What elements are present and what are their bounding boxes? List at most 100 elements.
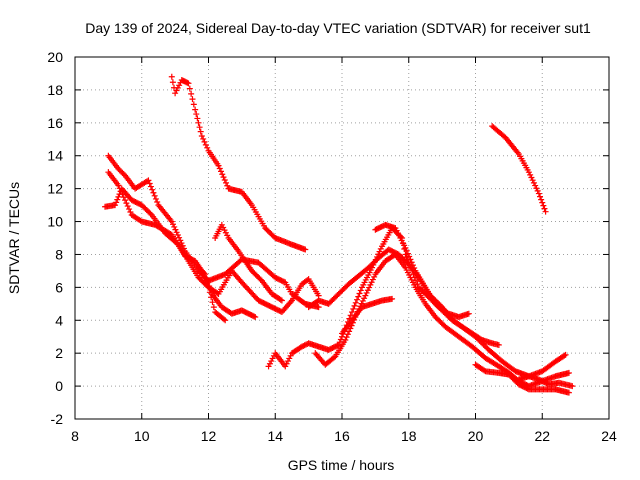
- data-point: [404, 250, 411, 257]
- data-point: [284, 358, 291, 365]
- data-point: [126, 206, 133, 213]
- data-point: [218, 168, 225, 175]
- data-point: [361, 295, 368, 302]
- data-point: [168, 73, 175, 80]
- data-point: [198, 132, 205, 139]
- data-point: [127, 209, 134, 216]
- data-point: [152, 195, 159, 202]
- data-point: [220, 174, 227, 181]
- data-point: [561, 352, 568, 359]
- x-tick-label: 18: [401, 428, 417, 444]
- data-point: [357, 287, 364, 294]
- data-point: [116, 185, 123, 192]
- data-point: [118, 188, 125, 195]
- x-tick-label: 10: [134, 428, 150, 444]
- data-point: [403, 247, 410, 254]
- data-point: [377, 245, 384, 252]
- data-point: [145, 177, 152, 184]
- data-point: [193, 111, 200, 118]
- data-point: [147, 210, 154, 217]
- data-point: [120, 194, 127, 201]
- data-point: [209, 299, 216, 306]
- data-point: [220, 316, 227, 323]
- data-point: [201, 270, 208, 277]
- data-point: [118, 168, 125, 175]
- data-point: [122, 197, 129, 204]
- data-point: [569, 383, 576, 390]
- data-point: [113, 199, 120, 206]
- data-point: [172, 90, 179, 97]
- data-point: [367, 281, 374, 288]
- data-point: [119, 169, 126, 176]
- data-point: [115, 193, 122, 200]
- data-point: [443, 311, 450, 318]
- data-point: [535, 190, 542, 197]
- data-point: [465, 310, 472, 317]
- data-point: [116, 167, 123, 174]
- series-track-n: [489, 123, 549, 215]
- data-point: [402, 244, 409, 251]
- data-point: [364, 287, 371, 294]
- data-point: [221, 227, 228, 234]
- data-point: [542, 208, 549, 215]
- data-point: [533, 185, 540, 192]
- data-point: [186, 85, 193, 92]
- data-series: [102, 73, 576, 396]
- data-point: [408, 259, 415, 266]
- y-axis-label: SDTVAR / TECUs: [6, 182, 22, 294]
- series-track-l: [472, 361, 572, 396]
- data-point: [436, 304, 443, 311]
- data-point: [532, 182, 539, 189]
- data-point: [301, 342, 308, 349]
- x-tick-label: 8: [71, 428, 79, 444]
- data-point: [534, 187, 541, 194]
- data-point: [439, 307, 446, 314]
- data-point: [539, 199, 546, 206]
- data-point: [406, 253, 413, 260]
- data-point: [173, 229, 180, 236]
- data-point: [192, 106, 199, 113]
- data-point: [355, 293, 362, 300]
- data-point: [283, 360, 290, 367]
- data-point: [147, 183, 154, 190]
- data-point: [562, 351, 569, 358]
- data-point: [252, 313, 259, 320]
- data-point: [210, 304, 217, 311]
- data-point: [115, 182, 122, 189]
- series-track-m: [515, 373, 576, 390]
- data-point: [202, 271, 209, 278]
- data-point: [265, 363, 272, 370]
- data-point: [302, 246, 309, 253]
- data-point: [528, 174, 535, 181]
- data-point: [174, 232, 181, 239]
- data-point: [483, 344, 490, 351]
- data-point: [115, 165, 122, 172]
- data-point: [537, 193, 544, 200]
- series-track-f: [195, 264, 259, 320]
- data-point: [538, 196, 545, 203]
- data-point: [150, 189, 157, 196]
- y-tick-label: 2: [55, 345, 63, 361]
- x-tick-label: 24: [601, 428, 617, 444]
- data-point: [168, 218, 175, 225]
- data-point: [189, 96, 196, 103]
- data-point: [359, 297, 366, 304]
- data-point: [223, 179, 230, 186]
- x-tick-label: 16: [334, 428, 350, 444]
- data-point: [298, 343, 305, 350]
- data-point: [278, 297, 285, 304]
- data-point: [565, 389, 572, 396]
- x-tick-label: 20: [468, 428, 484, 444]
- data-point: [204, 144, 211, 151]
- data-point: [194, 115, 201, 122]
- data-point: [565, 369, 572, 376]
- data-point: [201, 138, 208, 145]
- data-point: [221, 176, 228, 183]
- series-track-a: [168, 73, 309, 253]
- x-tick-label: 12: [201, 428, 217, 444]
- data-point: [369, 276, 376, 283]
- data-point: [173, 87, 180, 94]
- y-tick-label: -2: [51, 411, 64, 427]
